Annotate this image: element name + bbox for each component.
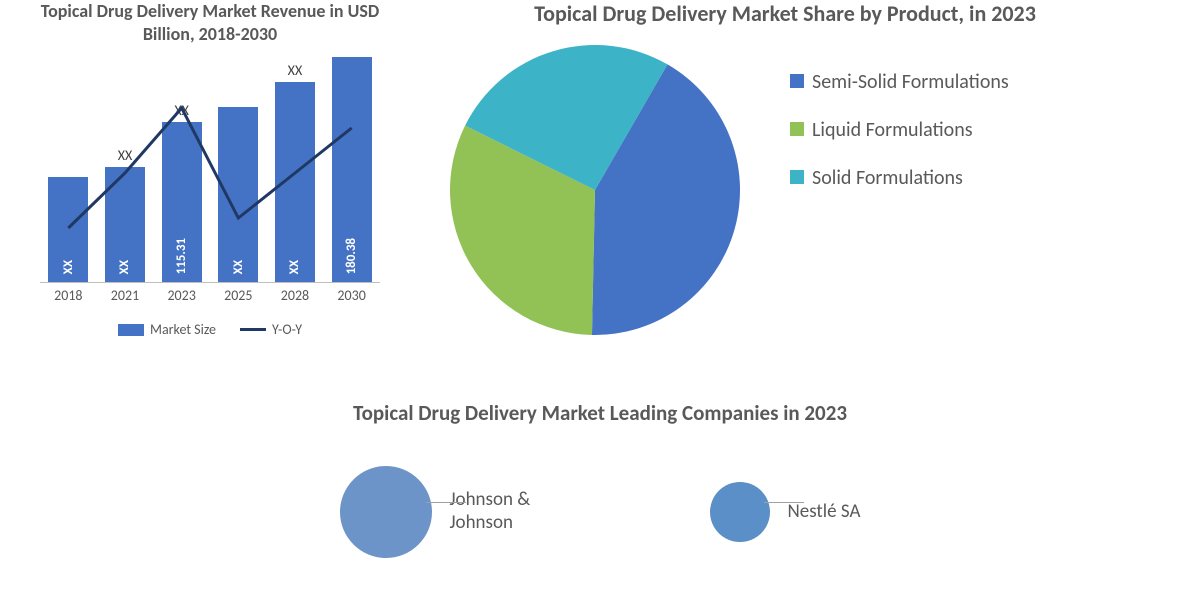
pie-legend-label: Liquid Formulations xyxy=(812,118,973,142)
company-bubble-item: Johnson & Johnson xyxy=(340,466,590,558)
pie-legend-swatch xyxy=(790,170,804,184)
pie-svg xyxy=(430,40,760,340)
company-bubble xyxy=(340,466,432,558)
bar-col: XXXX xyxy=(274,82,316,282)
company-label: Nestlé SA xyxy=(788,501,861,524)
legend-bar-label: Market Size xyxy=(150,321,216,338)
pie-row: Semi-Solid Formulations Liquid Formulatio… xyxy=(430,40,1180,340)
pie-svg-wrap xyxy=(430,40,760,340)
top-row: Topical Drug Delivery Market Revenue in … xyxy=(0,0,1200,380)
bar-col: XX xyxy=(47,177,89,282)
bar-x-label: 2028 xyxy=(274,287,316,304)
bar-rect: XX xyxy=(218,107,258,282)
bar-x-label: 2018 xyxy=(47,287,89,304)
bar-rect: 180.38 xyxy=(332,57,372,282)
company-bubble xyxy=(710,482,770,542)
bar-value-label: 115.31 xyxy=(174,238,189,274)
pie-legend-label: Solid Formulations xyxy=(812,166,963,190)
bar-value-label: XX xyxy=(231,260,246,274)
bar-rect: XX xyxy=(48,177,88,282)
bar-x-label: 2023 xyxy=(161,287,203,304)
bubble-connector-line xyxy=(426,502,466,503)
bar-rect: 115.31XX xyxy=(162,122,202,282)
companies-title: Topical Drug Delivery Market Leading Com… xyxy=(40,400,1160,426)
company-label: Johnson & Johnson xyxy=(450,489,590,535)
bar-value-label: XX xyxy=(117,260,132,274)
companies-panel: Topical Drug Delivery Market Leading Com… xyxy=(0,380,1200,558)
pie-legend-item: Liquid Formulations xyxy=(790,118,1009,142)
bar-chart-area: XXXXXX115.31XXXXXXXX180.38 2018202120232… xyxy=(40,53,380,313)
pie-legend-item: Semi-Solid Formulations xyxy=(790,70,1009,94)
pie-legend-swatch xyxy=(790,122,804,136)
bar-col: 115.31XX xyxy=(161,122,203,282)
bar-value-label: 180.38 xyxy=(344,238,359,274)
pie-legend: Semi-Solid Formulations Liquid Formulatio… xyxy=(790,70,1009,190)
bar-x-label: 2025 xyxy=(217,287,259,304)
legend-line-swatch xyxy=(240,328,266,331)
bars-row: XXXXXX115.31XXXXXXXX180.38 xyxy=(40,53,380,283)
bar-col: XXXX xyxy=(104,167,146,282)
pie-legend-label: Semi-Solid Formulations xyxy=(812,70,1009,94)
bar-rect: XXXX xyxy=(105,167,145,282)
bar-value-label: XX xyxy=(287,260,302,274)
pie-chart-title: Topical Drug Delivery Market Share by Pr… xyxy=(430,0,1180,40)
legend-bar-swatch xyxy=(118,324,144,336)
bar-top-label: XX xyxy=(118,147,133,164)
bar-top-label: XX xyxy=(288,62,303,79)
legend-yoy: Y-O-Y xyxy=(240,321,302,338)
pie-legend-item: Solid Formulations xyxy=(790,166,1009,190)
bar-chart-legend: Market Size Y-O-Y xyxy=(20,321,400,338)
legend-market-size: Market Size xyxy=(118,321,216,338)
bar-x-label: 2021 xyxy=(104,287,146,304)
bubble-connector-line xyxy=(764,502,804,503)
bar-chart-title: Topical Drug Delivery Market Revenue in … xyxy=(20,0,400,53)
bar-x-label: 2030 xyxy=(331,287,373,304)
bar-top-label: XX xyxy=(174,102,189,119)
bar-chart-panel: Topical Drug Delivery Market Revenue in … xyxy=(20,0,400,380)
bar-col: XX xyxy=(217,107,259,282)
bar-value-label: XX xyxy=(61,260,76,274)
company-bubble-item: Nestlé SA xyxy=(710,482,861,542)
bar-xaxis: 2018 2021 2023 2025 2028 2030 xyxy=(40,287,380,304)
bubbles-row: Johnson & Johnson Nestlé SA xyxy=(40,466,1160,558)
bar-col: 180.38 xyxy=(331,57,373,282)
bar-rect: XXXX xyxy=(275,82,315,282)
pie-legend-swatch xyxy=(790,74,804,88)
pie-chart-panel: Topical Drug Delivery Market Share by Pr… xyxy=(400,0,1180,380)
legend-line-label: Y-O-Y xyxy=(272,321,302,338)
